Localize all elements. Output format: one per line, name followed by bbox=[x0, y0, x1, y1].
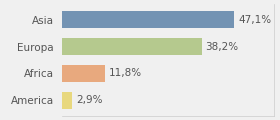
Text: 47,1%: 47,1% bbox=[238, 15, 271, 25]
Bar bbox=[62, 92, 72, 109]
Text: 38,2%: 38,2% bbox=[206, 42, 239, 52]
Bar bbox=[62, 38, 202, 55]
Bar bbox=[62, 65, 105, 82]
Text: 11,8%: 11,8% bbox=[109, 68, 142, 78]
Bar bbox=[62, 11, 234, 28]
Text: 2,9%: 2,9% bbox=[76, 95, 102, 105]
